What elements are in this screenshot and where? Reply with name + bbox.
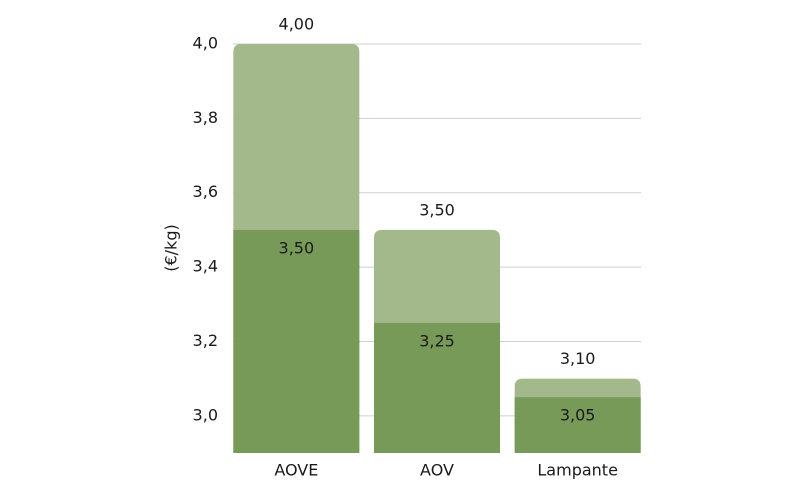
y-axis-label: (€/kg) <box>162 224 181 271</box>
bar <box>514 397 641 453</box>
bar <box>374 322 500 453</box>
y-tick-label: 3,2 <box>193 331 218 350</box>
y-tick-label: 3,8 <box>193 108 218 127</box>
value-label: 3,50 <box>419 200 455 219</box>
x-tick-label: Lampante <box>537 461 618 480</box>
value-label: 3,05 <box>560 406 596 425</box>
value-label: 3,10 <box>560 349 596 368</box>
y-tick-label: 3,0 <box>193 405 218 424</box>
value-label: 3,50 <box>279 238 315 257</box>
y-tick-label: 4,0 <box>193 34 218 53</box>
value-label: 3,25 <box>419 331 455 350</box>
x-tick-label: AOV <box>420 461 454 480</box>
y-tick-label: 3,6 <box>193 182 218 201</box>
y-tick-label: 3,4 <box>193 257 218 276</box>
bar <box>233 229 360 453</box>
value-label: 4,00 <box>279 15 315 34</box>
x-tick-label: AOVE <box>274 461 318 480</box>
